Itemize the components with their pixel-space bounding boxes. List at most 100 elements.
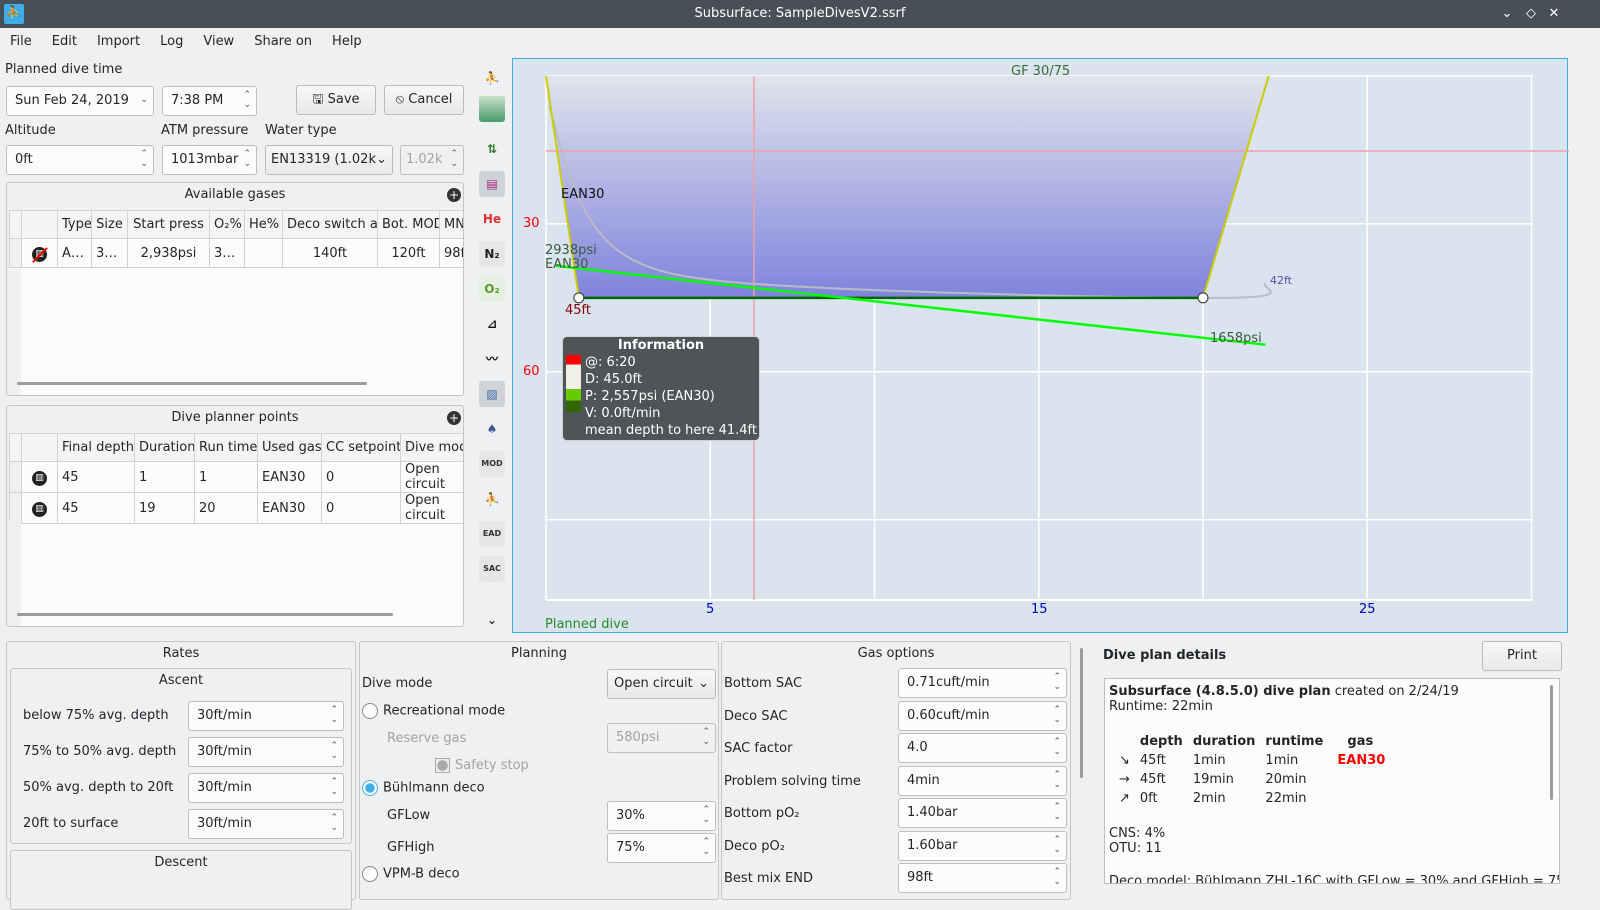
gas-option-field[interactable]: 4min ⌃ ⌄ — [898, 765, 1067, 796]
ascent-rate-50-field[interactable]: 30ft/min ⌃ ⌄ — [188, 737, 344, 767]
cell-final-depth[interactable]: 45 — [57, 461, 135, 493]
add-gas-icon[interactable]: + — [447, 188, 461, 202]
cell-duration[interactable]: 1 — [134, 461, 195, 493]
table-row[interactable]: ▥ 45 19 20 EAN30 0 Open circuit — [9, 492, 463, 524]
table-row[interactable]: ▥ A… 3… 2,938psi 3… 140ft 120ft 98f — [9, 238, 463, 268]
cell-type[interactable]: A… — [57, 238, 92, 268]
menu-import[interactable]: Import — [96, 34, 141, 49]
gas-option-field[interactable]: 1.60bar ⌃ ⌄ — [898, 830, 1067, 861]
gas-option-field[interactable]: 1.40bar ⌃ ⌄ — [898, 798, 1067, 828]
calculated-ceiling-icon[interactable]: ⇅ — [486, 142, 498, 156]
col-he[interactable]: He% — [244, 210, 283, 239]
vpmb-radio[interactable]: VPM-B deco — [362, 866, 460, 882]
date-picker[interactable]: Sun Feb 24, 2019 ⌄ — [6, 86, 154, 116]
cell-size[interactable]: 3… — [91, 238, 128, 268]
cell-o2[interactable]: 3… — [209, 238, 245, 268]
ascent-rate-surface-field[interactable]: 30ft/min ⌃ ⌄ — [188, 809, 344, 839]
maximize-icon[interactable]: ◇ — [1526, 6, 1536, 21]
profile-mode-icon[interactable]: ⛹ — [484, 71, 500, 85]
atm-pressure-field[interactable]: 1013mbar ⌃ ⌄ — [162, 145, 257, 175]
cell-start-press[interactable]: 2,938psi — [127, 238, 210, 268]
ceiling-icon[interactable] — [479, 96, 505, 122]
gas-option-field[interactable]: 0.60cuft/min ⌃ ⌄ — [898, 700, 1067, 731]
col-final-depth[interactable]: Final depth — [57, 433, 135, 462]
col-type[interactable]: Type — [57, 210, 92, 239]
pictures-icon[interactable]: ▨ — [479, 381, 505, 407]
col-duration[interactable]: Duration — [134, 433, 195, 462]
buhlmann-radio[interactable]: Bühlmann deco — [362, 780, 485, 796]
gflow-field[interactable]: 30% ⌃ ⌄ — [607, 801, 716, 831]
cell-final-depth[interactable]: 45 — [57, 492, 135, 524]
mod-icon[interactable]: MOD — [479, 451, 505, 477]
menu-help[interactable]: Help — [332, 34, 362, 49]
time-field[interactable]: 7:38 PM ⌃ ⌄ — [162, 86, 257, 116]
cell-he[interactable] — [244, 238, 283, 268]
col-deco-switch[interactable]: Deco switch at — [282, 210, 378, 239]
chevron-down-icon[interactable]: ⌄ — [486, 613, 498, 627]
save-button[interactable]: 🖫 Save — [296, 85, 376, 115]
col-dive-mode[interactable]: Dive mode — [400, 433, 463, 462]
cancel-button[interactable]: ⦸ Cancel — [384, 85, 464, 115]
tissue-heatmap-icon[interactable]: ▤ — [479, 171, 505, 197]
col-mnd[interactable]: MND — [439, 210, 463, 239]
cell-used-gas[interactable]: EAN30 — [257, 492, 322, 524]
remove-cylinder-icon[interactable]: ▥ — [21, 238, 58, 268]
menu-log[interactable]: Log — [160, 34, 184, 49]
sac-icon[interactable]: SAC — [479, 556, 505, 582]
add-point-icon[interactable]: + — [447, 411, 461, 425]
dive-profile-graph[interactable]: GF 30/75 EAN30 2938psi EAN30 45ft 1658ps… — [512, 58, 1569, 634]
cell-dive-mode[interactable]: Open circuit — [400, 492, 463, 524]
col-size[interactable]: Size — [91, 210, 128, 239]
gas-option-field[interactable]: 98ft ⌃ ⌄ — [898, 863, 1067, 893]
vertical-scrollbar[interactable] — [1080, 648, 1083, 778]
cell-duration[interactable]: 19 — [134, 492, 195, 524]
o2-icon[interactable]: O₂ — [479, 276, 505, 302]
cell-cc-setpoint[interactable]: 0 — [321, 492, 401, 524]
drag-handle[interactable] — [573, 292, 585, 304]
print-button[interactable]: Print — [1482, 641, 1562, 671]
cell-cc-setpoint[interactable]: 0 — [321, 461, 401, 493]
recreational-mode-radio[interactable]: Recreational mode — [362, 703, 505, 719]
cell-dive-mode[interactable]: Open circuit — [400, 461, 463, 493]
altitude-field[interactable]: 0ft ⌃ ⌄ — [6, 145, 154, 175]
ascent-rate-stops-field[interactable]: 30ft/min ⌃ ⌄ — [188, 773, 344, 803]
npl-icon[interactable]: ⛹ — [484, 492, 500, 506]
minimize-icon[interactable]: ⌄ — [1501, 6, 1513, 21]
gas-option-field[interactable]: 0.71cuft/min ⌃ ⌄ — [898, 668, 1067, 698]
menu-file[interactable]: File — [10, 34, 32, 49]
horizontal-scrollbar[interactable] — [17, 382, 367, 385]
col-cc-setpoint[interactable]: CC setpoint — [321, 433, 401, 462]
heartrate-icon[interactable]: ♠ — [486, 422, 498, 436]
ead-icon[interactable]: EAD — [479, 521, 505, 547]
col-start-press[interactable]: Start press — [127, 210, 210, 239]
cell-used-gas[interactable]: EAN30 — [257, 461, 322, 493]
cell-deco-switch[interactable]: 140ft — [282, 238, 378, 268]
scale-graph-icon[interactable]: 〰 — [485, 352, 498, 366]
cell-run-time[interactable]: 1 — [194, 461, 258, 493]
horizontal-scrollbar[interactable] — [17, 613, 393, 616]
gfhigh-field[interactable]: 75% ⌃ ⌄ — [607, 833, 716, 863]
n2-icon[interactable]: N₂ — [479, 241, 505, 267]
col-used-gas[interactable]: Used gas — [257, 433, 322, 462]
cell-mnd[interactable]: 98f — [439, 238, 463, 268]
ruler-icon[interactable]: ⊿ — [486, 317, 498, 331]
col-o2[interactable]: O₂% — [209, 210, 245, 239]
close-icon[interactable]: ✕ — [1548, 6, 1560, 21]
menu-edit[interactable]: Edit — [51, 34, 77, 49]
col-run-time[interactable]: Run time — [194, 433, 258, 462]
menu-share[interactable]: Share on — [254, 34, 313, 49]
dive-mode-select[interactable]: Open circuit ⌄ — [607, 669, 716, 699]
drag-handle[interactable] — [1197, 292, 1209, 304]
water-type-select[interactable]: EN13319 (1.02k ⌄ — [265, 145, 393, 175]
gas-option-field[interactable]: 4.0 ⌃ ⌄ — [898, 733, 1067, 763]
profile-svg[interactable] — [513, 59, 1569, 634]
he-icon[interactable]: He — [479, 206, 505, 232]
vertical-scrollbar[interactable] — [1550, 685, 1553, 800]
delete-point-icon[interactable]: ▥ — [21, 461, 58, 493]
menu-view[interactable]: View — [203, 34, 235, 49]
cell-bot-mod[interactable]: 120ft — [377, 238, 440, 268]
col-bot-mod[interactable]: Bot. MOD — [377, 210, 440, 239]
cell-run-time[interactable]: 20 — [194, 492, 258, 524]
ascent-rate-75-field[interactable]: 30ft/min ⌃ ⌄ — [188, 701, 344, 731]
table-row[interactable]: ▥ 45 1 1 EAN30 0 Open circuit — [9, 461, 463, 493]
